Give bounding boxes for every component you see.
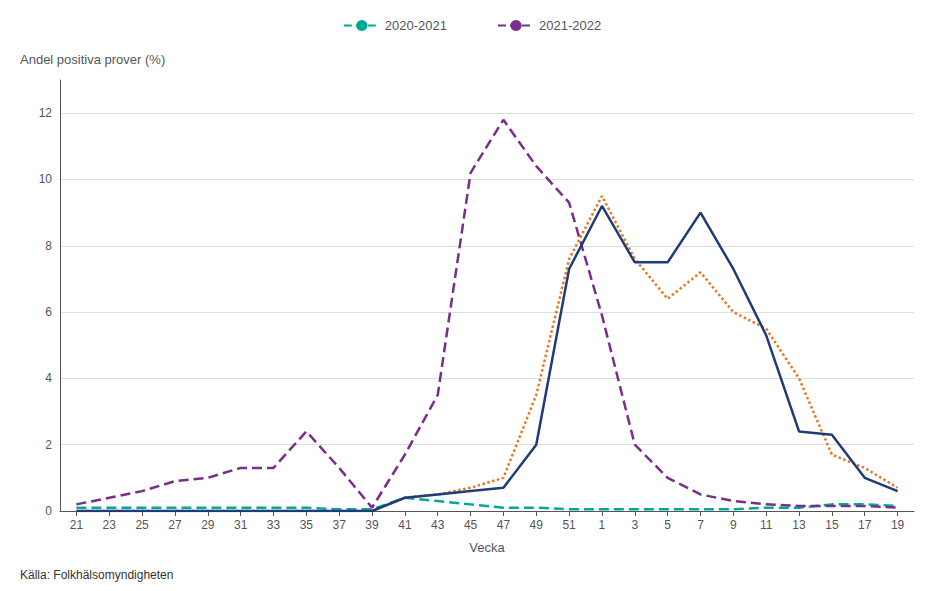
svg-text:2021-2022: 2021-2022 bbox=[539, 18, 601, 33]
svg-text:49: 49 bbox=[530, 518, 544, 532]
svg-text:45: 45 bbox=[464, 518, 478, 532]
svg-text:1: 1 bbox=[599, 518, 606, 532]
svg-text:8: 8 bbox=[45, 239, 52, 253]
svg-text:29: 29 bbox=[201, 518, 215, 532]
svg-text:39: 39 bbox=[365, 518, 379, 532]
svg-text:21: 21 bbox=[70, 518, 84, 532]
svg-text:47: 47 bbox=[497, 518, 511, 532]
svg-text:27: 27 bbox=[168, 518, 182, 532]
svg-text:51: 51 bbox=[562, 518, 576, 532]
svg-text:33: 33 bbox=[267, 518, 281, 532]
svg-text:7: 7 bbox=[697, 518, 704, 532]
svg-text:41: 41 bbox=[398, 518, 412, 532]
svg-text:43: 43 bbox=[431, 518, 445, 532]
svg-text:9: 9 bbox=[730, 518, 737, 532]
svg-text:13: 13 bbox=[792, 518, 806, 532]
svg-text:6: 6 bbox=[45, 305, 52, 319]
svg-text:17: 17 bbox=[858, 518, 872, 532]
svg-text:4: 4 bbox=[45, 371, 52, 385]
svg-text:15: 15 bbox=[825, 518, 839, 532]
svg-text:35: 35 bbox=[300, 518, 314, 532]
svg-text:3: 3 bbox=[631, 518, 638, 532]
svg-text:12: 12 bbox=[39, 106, 53, 120]
svg-text:11: 11 bbox=[760, 518, 773, 532]
svg-text:23: 23 bbox=[103, 518, 117, 532]
svg-text:2020-2021: 2020-2021 bbox=[385, 18, 447, 33]
svg-text:31: 31 bbox=[234, 518, 248, 532]
svg-text:Vecka: Vecka bbox=[469, 540, 505, 555]
svg-text:Källa: Folkhälsomyndigheten: Källa: Folkhälsomyndigheten bbox=[20, 568, 173, 582]
svg-text:2: 2 bbox=[45, 438, 52, 452]
svg-text:19: 19 bbox=[891, 518, 905, 532]
svg-text:10: 10 bbox=[39, 172, 53, 186]
svg-text:25: 25 bbox=[135, 518, 149, 532]
svg-text:37: 37 bbox=[333, 518, 347, 532]
svg-text:Andel positiva prover (%): Andel positiva prover (%) bbox=[20, 52, 165, 67]
svg-text:5: 5 bbox=[664, 518, 671, 532]
svg-text:0: 0 bbox=[45, 504, 52, 518]
